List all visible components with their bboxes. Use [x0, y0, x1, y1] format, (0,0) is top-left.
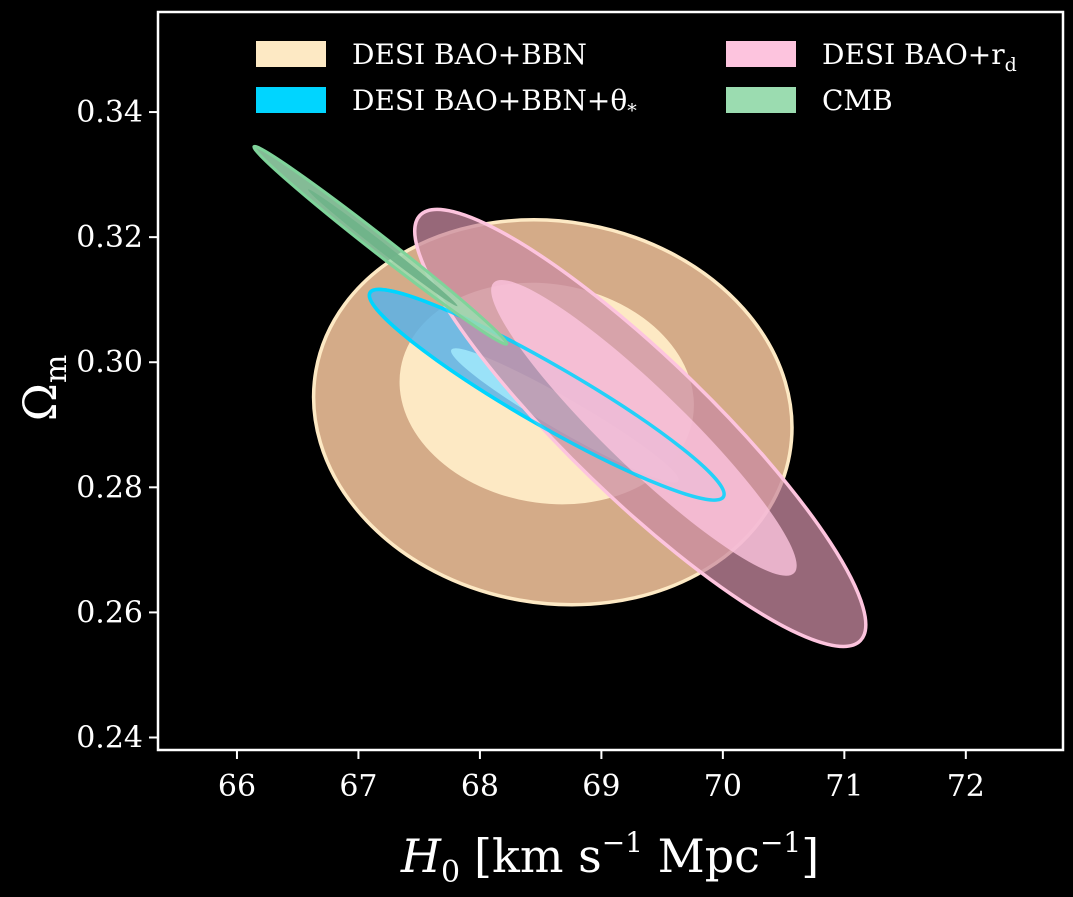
- y-tick-label: 0.34: [76, 95, 143, 130]
- legend-label: CMB: [822, 84, 893, 117]
- x-axis-label-main: H: [400, 829, 442, 883]
- x-axis-label-exp2: −1: [760, 826, 801, 859]
- y-tick-label: 0.26: [76, 595, 143, 630]
- x-tick-label: 70: [704, 769, 742, 804]
- legend-swatch: [256, 87, 326, 113]
- contour-bao-rd-68: [491, 280, 797, 576]
- y-tick-label: 0.28: [76, 470, 143, 505]
- legend-label: DESI BAO+BBN: [352, 38, 587, 71]
- contour-bao-bbn-theta-95-outline: [367, 287, 726, 502]
- contour-cmb-68: [308, 189, 458, 307]
- y-tick-label: 0.24: [76, 720, 143, 755]
- legend-swatch: [726, 87, 796, 113]
- x-tick-label: 66: [218, 769, 256, 804]
- x-tick-label: 67: [339, 769, 377, 804]
- x-tick-label: 69: [582, 769, 620, 804]
- legend-swatch: [256, 41, 326, 67]
- y-axis-label-sub: m: [39, 355, 74, 383]
- y-axis-label: Ωm: [13, 355, 74, 422]
- x-axis-label: H0 [km s−1 Mpc−1]: [400, 826, 819, 890]
- y-tick-label: 0.30: [76, 345, 143, 380]
- x-tick-label: 72: [947, 769, 985, 804]
- x-tick-label: 71: [825, 769, 863, 804]
- y-axis-ticks: 0.24 0.26 0.28 0.30 0.32 0.34: [76, 95, 158, 755]
- legend-swatch: [726, 41, 796, 67]
- x-axis-label-sub: 0: [441, 855, 460, 890]
- x-axis-label-units2: Mpc: [643, 829, 760, 883]
- legend: DESI BAO+BBN DESI BAO+rd DESI BAO+BBN+θ* CM…: [256, 38, 1017, 122]
- y-axis-label-main: Ω: [13, 383, 67, 421]
- x-axis-label-close: ]: [801, 829, 819, 883]
- x-tick-label: 68: [461, 769, 499, 804]
- y-tick-label: 0.32: [76, 220, 143, 255]
- x-axis-label-units: [km s: [474, 829, 602, 883]
- plot-frame: [156, 10, 1065, 752]
- x-axis-label-exp1: −1: [602, 826, 643, 859]
- x-axis-ticks: 66 67 68 69 70 71 72: [218, 750, 985, 804]
- legend-label: DESI BAO+BBN+θ*: [352, 84, 637, 122]
- legend-label: DESI BAO+rd: [822, 38, 1017, 76]
- contours-layer: [252, 144, 868, 649]
